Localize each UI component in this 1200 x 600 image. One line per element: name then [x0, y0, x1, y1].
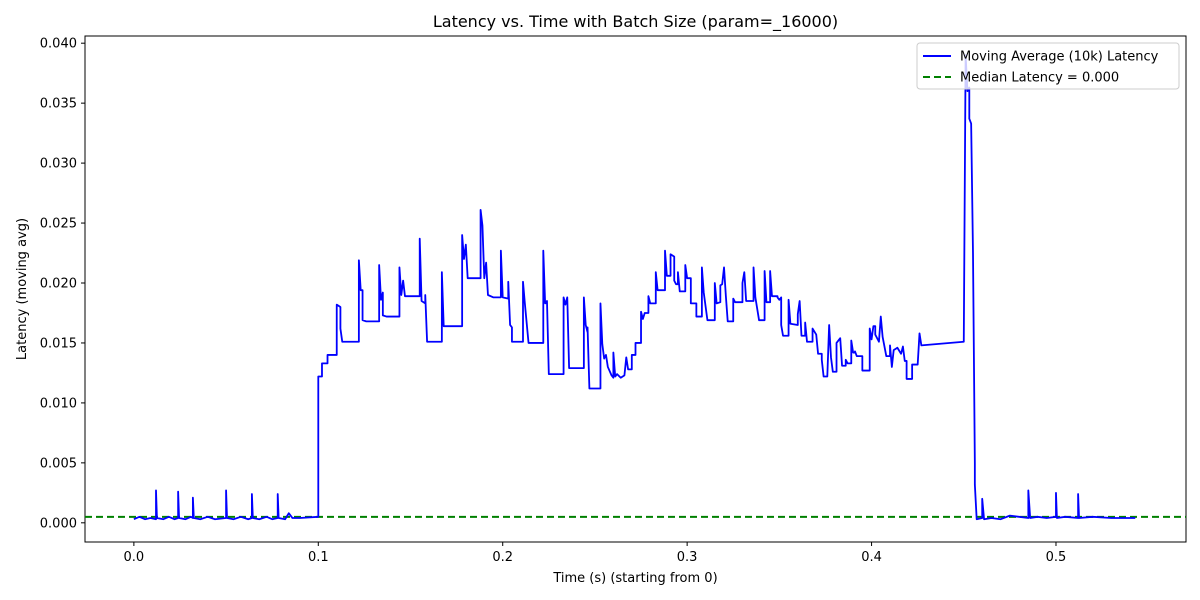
- moving-average-latency-line: [133, 54, 1136, 521]
- y-tick-label: 0.040: [40, 37, 77, 52]
- y-tick-label: 0.005: [40, 456, 77, 471]
- legend-label: Median Latency = 0.000: [960, 71, 1119, 86]
- legend-box: [916, 42, 1180, 90]
- y-tick-label: 0.010: [40, 396, 77, 411]
- x-tick-label: 0.1: [308, 550, 329, 565]
- y-tick-label: 0.020: [40, 277, 77, 292]
- x-tick-label: 0.5: [1046, 550, 1067, 565]
- legend: Moving Average (10k) Latency Median Laten…: [916, 42, 1180, 90]
- x-tick-label: 0.2: [492, 550, 513, 565]
- plot-frame: [84, 35, 1187, 543]
- x-tick-label: 0.0: [124, 550, 145, 565]
- y-tick-label: 0.015: [40, 336, 77, 351]
- x-axis-ticks: 0.0 0.1 0.2 0.3 0.4 0.5: [124, 542, 1067, 565]
- x-axis-label: Time (s) (starting from 0): [552, 571, 717, 586]
- y-tick-label: 0.000: [40, 516, 77, 531]
- chart-title: Latency vs. Time with Batch Size (param=…: [433, 12, 838, 32]
- legend-label: Moving Average (10k) Latency: [960, 50, 1159, 65]
- y-tick-label: 0.030: [40, 157, 77, 172]
- y-axis-label: Latency (moving avg): [15, 218, 30, 360]
- y-tick-label: 0.035: [40, 97, 77, 112]
- x-tick-label: 0.4: [861, 550, 882, 565]
- y-tick-label: 0.025: [40, 217, 77, 232]
- series-layer: [133, 54, 1136, 521]
- y-axis-ticks: 0.000 0.005 0.010 0.015 0.020 0.025 0.030 0.035…: [40, 37, 85, 531]
- x-tick-label: 0.3: [677, 550, 698, 565]
